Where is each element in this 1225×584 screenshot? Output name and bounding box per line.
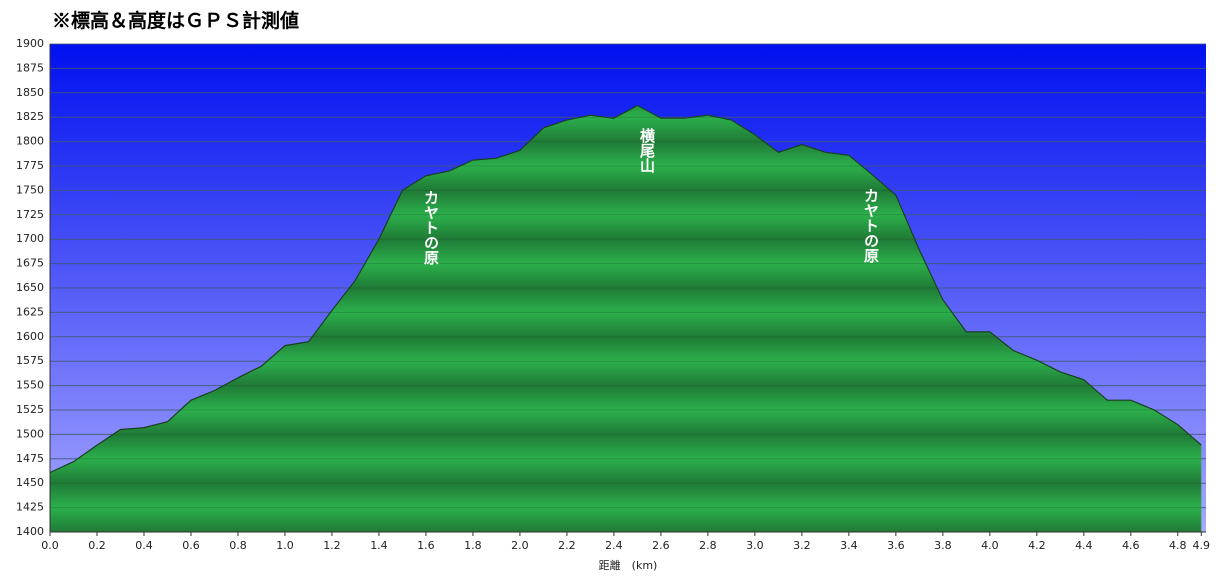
y-tick-label: 1850 — [16, 86, 44, 99]
x-tick-label: 3.8 — [934, 539, 952, 552]
y-tick-label: 1500 — [16, 427, 44, 440]
elevation-area — [50, 105, 1202, 532]
y-tick-label: 1475 — [16, 452, 44, 465]
y-tick-label: 1575 — [16, 354, 44, 367]
y-tick-label: 1625 — [16, 305, 44, 318]
y-tick-label: 1425 — [16, 501, 44, 514]
annotation: カヤトの原 — [862, 188, 880, 264]
chart-title: ※標高＆高度はＧＰＳ計測値 — [52, 9, 299, 32]
x-tick-label: 3.2 — [793, 539, 811, 552]
x-tick-label: 4.8 — [1169, 539, 1187, 552]
y-tick-label: 1875 — [16, 61, 44, 74]
x-axis-label: 距離 (km) — [599, 558, 658, 572]
x-tick-label: 1.8 — [464, 539, 482, 552]
y-tick-label: 1700 — [16, 232, 44, 245]
x-tick-label: 2.2 — [558, 539, 576, 552]
x-tick-label: 0.0 — [41, 539, 59, 552]
y-tick-label: 1675 — [16, 257, 44, 270]
x-tick-label: 4.6 — [1122, 539, 1140, 552]
y-tick-label: 1400 — [16, 525, 44, 538]
annotation: カヤトの原 — [422, 190, 440, 266]
x-tick-label: 2.0 — [511, 539, 529, 552]
y-tick-label: 1550 — [16, 379, 44, 392]
y-tick-label: 1825 — [16, 110, 44, 123]
y-tick-label: 1525 — [16, 403, 44, 416]
y-tick-label: 1775 — [16, 159, 44, 172]
x-tick-label: 4.4 — [1075, 539, 1093, 552]
x-tick-label: 0.2 — [88, 539, 106, 552]
x-tick-label: 1.4 — [370, 539, 388, 552]
y-tick-label: 1750 — [16, 183, 44, 196]
y-tick-label: 1725 — [16, 208, 44, 221]
elevation-line — [49, 104, 1202, 474]
x-tick-label: 2.8 — [699, 539, 717, 552]
x-tick-label: 2.6 — [652, 539, 670, 552]
x-tick-label: 0.8 — [229, 539, 247, 552]
y-tick-label: 1600 — [16, 330, 44, 343]
x-tick-label: 4.9 — [1193, 539, 1211, 552]
x-tick-label: 1.6 — [417, 539, 435, 552]
x-tick-label: 0.4 — [135, 539, 153, 552]
annotation: 横尾山 — [638, 127, 656, 174]
x-tick-label: 3.6 — [887, 539, 905, 552]
x-tick-label: 1.0 — [276, 539, 294, 552]
x-tick-label: 4.0 — [981, 539, 999, 552]
x-tick-label: 1.2 — [323, 539, 341, 552]
x-tick-label: 3.0 — [746, 539, 764, 552]
y-tick-label: 1650 — [16, 281, 44, 294]
x-tick-label: 4.2 — [1028, 539, 1046, 552]
x-tick-label: 0.6 — [182, 539, 200, 552]
y-tick-label: 1450 — [16, 476, 44, 489]
x-tick-label: 3.4 — [840, 539, 858, 552]
y-tick-label: 1800 — [16, 135, 44, 148]
x-tick-label: 2.4 — [605, 539, 623, 552]
y-tick-label: 1900 — [16, 37, 44, 50]
